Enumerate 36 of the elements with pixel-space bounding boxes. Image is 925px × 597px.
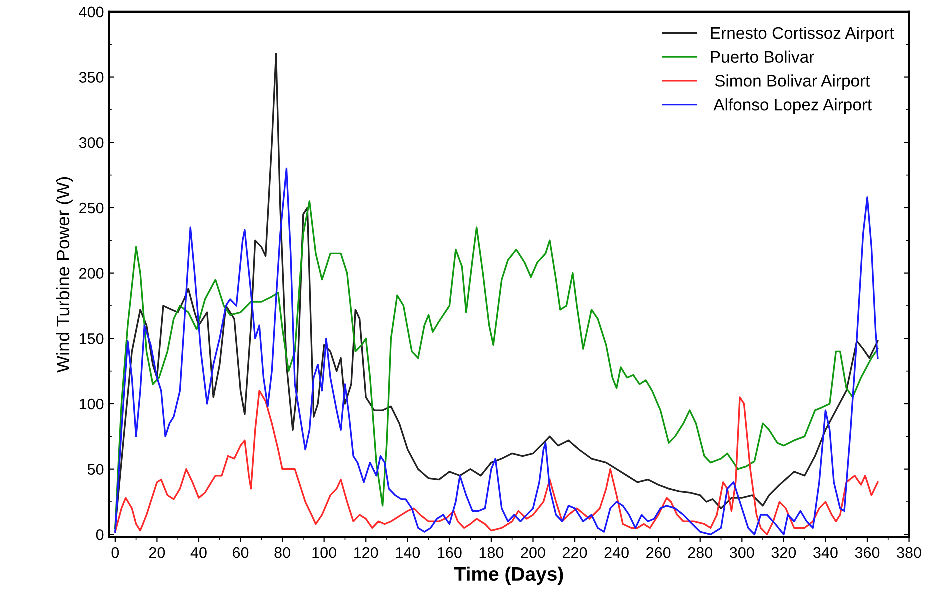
x-tick-label: 160 (438, 547, 462, 558)
x-tick-label: 240 (604, 547, 629, 558)
y-tick-label: 350 (79, 72, 104, 83)
x-tick-label: 380 (897, 547, 922, 558)
x-tick-label: 180 (480, 547, 504, 558)
x-tick-label: 100 (312, 547, 336, 558)
y-tick-label: 50 (88, 464, 104, 476)
legend-label: Simon Bolivar Airport (715, 74, 870, 90)
x-tick-label: 260 (646, 547, 671, 558)
y-axis-title: Wind Turbine Power (W) (56, 177, 74, 373)
x-tick-label: 20 (149, 547, 166, 558)
x-tick-label: 80 (274, 547, 290, 558)
x-tick-label: 40 (190, 547, 207, 558)
line-series (114, 390, 879, 536)
x-tick-label: 60 (233, 547, 249, 558)
y-tick-label: 0 (96, 530, 104, 540)
y-tick-label: 150 (80, 334, 104, 344)
x-tick-label: 360 (855, 547, 880, 558)
x-tick-label: 0 (112, 547, 120, 558)
y-tick-label: 250 (80, 202, 104, 214)
x-tick-label: 340 (814, 547, 838, 558)
x-tick-label: 280 (688, 547, 713, 558)
x-tick-label: 320 (772, 547, 796, 558)
legend-label: Ernesto Cortissoz Airport (711, 26, 894, 42)
y-tick-label: 400 (79, 6, 104, 18)
y-tick-label: 300 (79, 137, 104, 148)
y-tick-label: 100 (80, 398, 104, 410)
x-tick-label: 140 (396, 547, 420, 558)
x-tick-label: 300 (730, 547, 754, 558)
x-axis-title: Time (Days) (454, 566, 564, 585)
x-tick-label: 120 (354, 547, 378, 558)
y-tick-label: 200 (80, 268, 104, 279)
legend-label: Puerto Bolivar (711, 50, 814, 64)
x-tick-label: 200 (521, 547, 546, 558)
legend-label: Alfonso Lopez Airport (714, 98, 872, 114)
x-tick-label: 220 (563, 547, 588, 558)
